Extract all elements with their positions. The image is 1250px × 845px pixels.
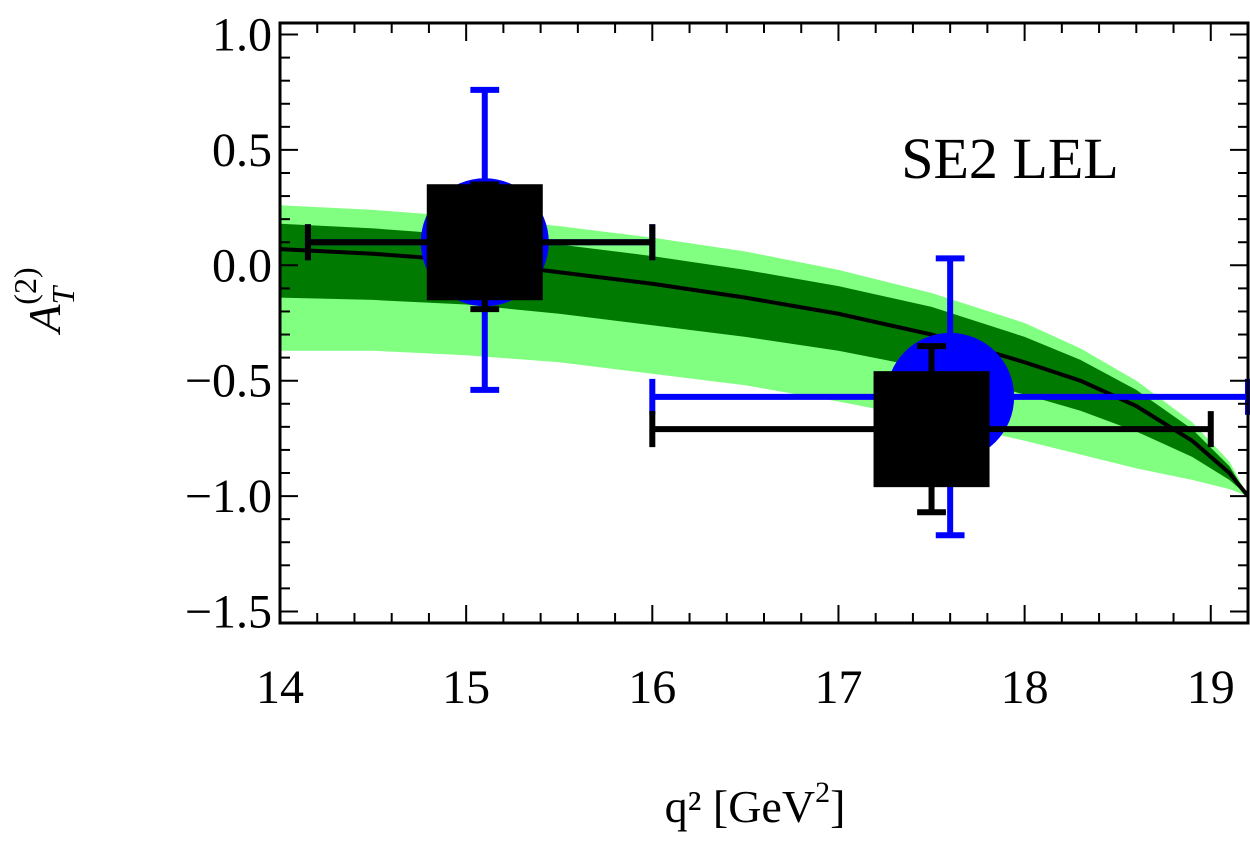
x-tick-label: 14 xyxy=(256,661,304,714)
x-axis-title: q² [GeV2] xyxy=(665,776,846,832)
annotation-label: SE2 LEL xyxy=(901,126,1118,191)
x-tick-labels: 14 15 16 17 18 19 xyxy=(256,661,1235,714)
x-axis-title-close: ] xyxy=(830,781,845,832)
x-tick-label: 19 xyxy=(1187,661,1235,714)
x-tick-label: 16 xyxy=(628,661,676,714)
x-tick-label: 17 xyxy=(814,661,862,714)
black-point-errorbar-1 xyxy=(649,343,1214,516)
x-axis-title-sup: 2 xyxy=(815,776,830,809)
y-tick-label: −1.0 xyxy=(185,470,272,523)
y-tick-label: 0.5 xyxy=(212,124,272,177)
y-tick-label: 0.0 xyxy=(212,239,272,292)
y-axis-title: AT(2) xyxy=(7,267,81,335)
y-tick-label: 1.0 xyxy=(212,9,272,62)
black-point-errorbar-0 xyxy=(304,181,656,313)
svg-text:AT(2): AT(2) xyxy=(7,267,81,335)
x-tick-label: 18 xyxy=(1001,661,1049,714)
y-tick-labels: 1.0 0.5 0.0 −0.5 −1.0 −1.5 xyxy=(185,9,272,639)
axis-ticks xyxy=(279,23,1249,623)
y-tick-label: −1.5 xyxy=(185,585,272,638)
y-axis-title-sup: (2) xyxy=(7,267,43,304)
x-tick-label: 15 xyxy=(442,661,490,714)
y-axis-title-sub: T xyxy=(45,285,81,305)
y-tick-label: −0.5 xyxy=(185,355,272,408)
y-axis-title-main: A xyxy=(19,304,70,336)
x-axis-title-main: q² [GeV xyxy=(665,781,815,832)
markers xyxy=(304,86,1250,539)
